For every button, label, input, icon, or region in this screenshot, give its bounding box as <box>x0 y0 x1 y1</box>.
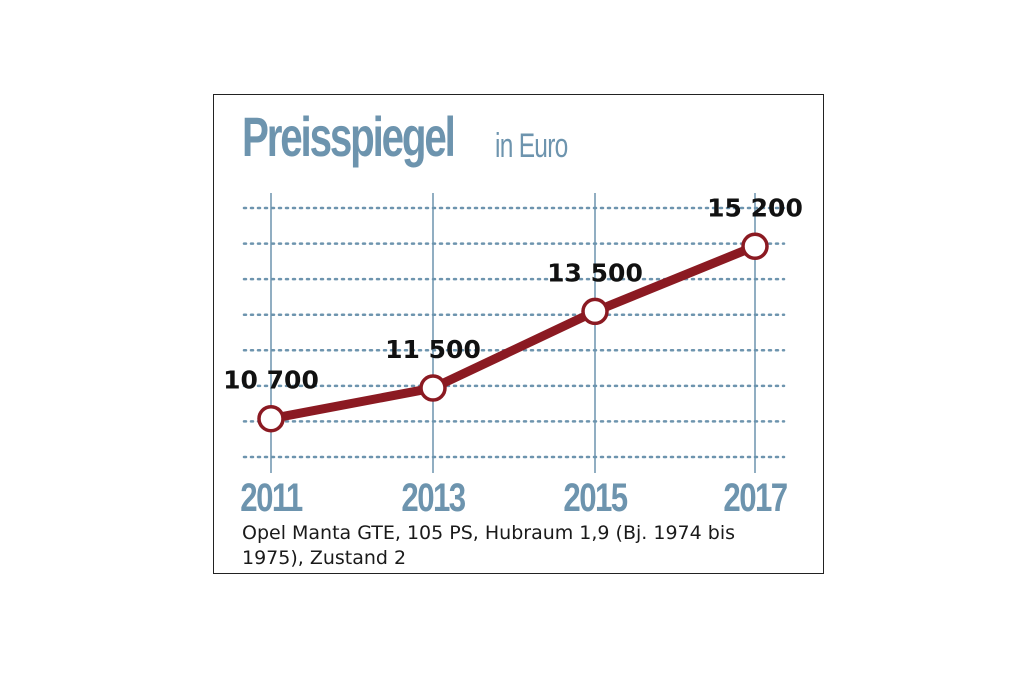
chart-frame: Preisspiegel in Euro 10 700 11 500 13 500 1… <box>213 94 824 574</box>
chart-title-main: Preisspiegel <box>242 105 456 168</box>
chart-caption: Opel Manta GTE, 105 PS, Hubraum 1,9 (Bj.… <box>242 522 735 569</box>
horizontal-gridlines <box>242 206 786 459</box>
data-point-marker <box>741 232 769 261</box>
chart-title: Preisspiegel in Euro <box>242 105 568 168</box>
data-value-label: 13 500 <box>547 258 643 287</box>
chart-title-unit: in Euro <box>495 127 568 165</box>
data-value-labels: 10 700 11 500 13 500 15 200 <box>223 193 803 394</box>
x-axis-tick-labels: 2011 2013 2015 2017 <box>240 475 789 520</box>
data-point-markers <box>257 232 769 433</box>
data-point-marker <box>581 297 609 326</box>
data-value-label: 15 200 <box>707 193 803 222</box>
x-axis-tick-label: 2017 <box>723 475 787 520</box>
data-value-label: 10 700 <box>223 366 319 395</box>
vertical-gridlines <box>270 193 756 473</box>
data-point-marker <box>419 374 447 402</box>
x-axis-tick-label: 2013 <box>401 475 465 520</box>
data-point-marker <box>257 404 285 433</box>
x-axis-tick-label: 2015 <box>563 475 627 520</box>
series-line <box>266 241 760 424</box>
data-value-label: 11 500 <box>385 335 481 364</box>
x-axis-tick-label: 2011 <box>240 475 302 520</box>
price-series <box>266 241 760 424</box>
